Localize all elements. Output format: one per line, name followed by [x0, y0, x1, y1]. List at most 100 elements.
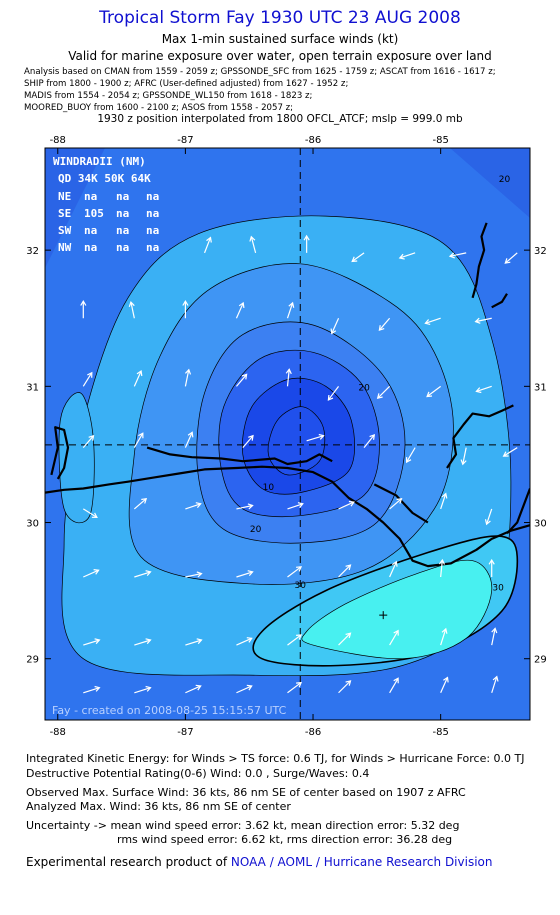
wind-vector	[389, 560, 398, 578]
observed-max-wind: Observed Max. Surface Wind: 36 kts, 86 n…	[26, 786, 466, 799]
wind-vector	[491, 675, 499, 693]
wind-vector-head	[145, 685, 152, 692]
wind-vector	[389, 629, 399, 646]
wind-vector-shaft	[389, 630, 399, 646]
wind-vector-shaft	[82, 435, 94, 449]
wind-vector-shaft	[134, 571, 151, 578]
wind-vector	[83, 569, 100, 578]
wind-vector	[303, 234, 310, 253]
inset-radius-value: na	[84, 241, 97, 254]
coastline	[50, 426, 70, 480]
wind-vector-shaft	[425, 317, 441, 324]
wind-vector	[236, 570, 254, 578]
wind-vector-head	[247, 570, 254, 576]
wind-vector	[448, 252, 467, 259]
wind-vector-shaft	[449, 252, 467, 257]
wind-vector	[83, 685, 101, 694]
wind-vector-head	[145, 570, 152, 576]
coastline	[491, 293, 508, 309]
wind-vector	[285, 368, 292, 387]
wind-vector-head	[184, 368, 192, 375]
wind-vector-shaft	[491, 628, 496, 646]
wind-vector-head	[141, 497, 148, 504]
coastline	[45, 465, 530, 568]
wind-vector	[134, 570, 152, 578]
position-note: 1930 z position interpolated from 1800 O…	[97, 113, 463, 125]
wind-vector-shaft	[338, 501, 355, 510]
y-tick-label-right: 31	[534, 382, 547, 393]
wind-vector-shaft	[184, 369, 190, 387]
credit-org-link[interactable]: NOAA / AOML / Hurricane Research Divisio…	[230, 855, 493, 869]
ike-line: Integrated Kinetic Energy: for Winds > T…	[26, 752, 525, 765]
contour-label: 20	[358, 383, 370, 393]
credit-prefix: Experimental research product of	[26, 855, 231, 869]
wind-vector-shaft	[82, 372, 93, 387]
wind-vector-head	[88, 434, 95, 441]
wind-vector-head	[351, 256, 358, 263]
contour-label: 30	[492, 584, 504, 594]
wind-vector-head	[484, 519, 491, 526]
wind-vector-head	[345, 564, 352, 571]
wind-vector-shaft	[491, 676, 498, 693]
wind-vector-shaft	[203, 237, 212, 254]
wind-vector-head	[145, 638, 152, 645]
wind-vector	[338, 500, 355, 510]
wind-vector-head	[398, 253, 405, 260]
wind-vector-head	[288, 301, 295, 308]
wind-vector-head	[391, 560, 398, 567]
analyzed-max-wind: Analyzed Max. Wind: 36 kts, 86 nm SE of …	[26, 800, 291, 813]
wind-vector-head	[488, 558, 495, 565]
wind-vector	[83, 638, 101, 646]
wind-vector-head	[378, 325, 385, 331]
inset-title: WINDRADII (NM)	[53, 155, 146, 168]
inset-radius-value: na	[116, 224, 129, 237]
wind-vector	[134, 638, 152, 646]
inset-radius-value: na	[146, 241, 159, 254]
wind-vector	[306, 433, 325, 442]
wind-field-corner	[45, 148, 105, 268]
wind-vector-shaft	[287, 566, 302, 578]
wind-vector-shaft	[83, 687, 100, 694]
wind-vector	[389, 677, 399, 694]
wind-vector	[185, 684, 202, 694]
inset-radius-value: na	[84, 224, 97, 237]
wind-vector-head	[376, 393, 383, 400]
wind-vector	[475, 385, 492, 394]
wind-vector-head	[91, 512, 98, 519]
wind-vector-shaft	[377, 385, 391, 399]
wind-vector-shaft	[306, 435, 324, 442]
wind-vector-head	[248, 434, 254, 441]
wind-vector	[236, 637, 253, 646]
x-tick-label-bottom: -87	[177, 727, 193, 738]
wind-vector	[80, 300, 87, 319]
plot-frame	[44, 147, 531, 721]
wind-vector-head	[195, 502, 202, 508]
wind-vector	[82, 434, 95, 449]
max-wind-marker	[379, 611, 388, 620]
wind-vector	[406, 447, 416, 464]
wind-vector-shaft	[287, 634, 302, 646]
wind-vector	[363, 433, 376, 448]
wind-vector-shaft	[235, 374, 248, 387]
wind-vector-head	[393, 629, 399, 636]
coastline	[146, 446, 333, 466]
product-credit: Experimental research product of NOAA / …	[26, 855, 492, 869]
wind-vector-head	[443, 676, 449, 683]
wind-vector	[378, 317, 391, 331]
wind-vector-head	[441, 492, 448, 499]
wind-vector	[286, 301, 295, 319]
inset-quadrant: NW	[58, 241, 72, 254]
wind-vector	[184, 368, 192, 387]
wind-vector	[185, 571, 203, 578]
wind-radii-inset: WINDRADII (NM) QD 34K 50K 64K NE na na na SE 10…	[53, 155, 159, 254]
chart-title: Tropical Storm Fay 1930 UTC 23 AUG 2008	[99, 8, 461, 28]
contour-label: 20	[250, 525, 262, 535]
wind-vector	[287, 566, 303, 578]
wind-vector-head	[138, 432, 144, 439]
wind-vector-shaft	[504, 252, 518, 264]
wind-vector-shaft	[378, 317, 391, 331]
wind-vector-head	[441, 627, 448, 634]
y-tick-label-right: 30	[534, 519, 547, 530]
wind-vector-head	[491, 627, 498, 634]
